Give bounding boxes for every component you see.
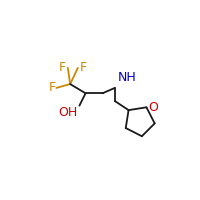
Text: F: F bbox=[59, 61, 66, 74]
Text: F: F bbox=[48, 81, 56, 94]
Text: NH: NH bbox=[118, 71, 137, 84]
Text: F: F bbox=[79, 61, 87, 74]
Text: OH: OH bbox=[59, 106, 78, 119]
Text: O: O bbox=[148, 101, 158, 114]
